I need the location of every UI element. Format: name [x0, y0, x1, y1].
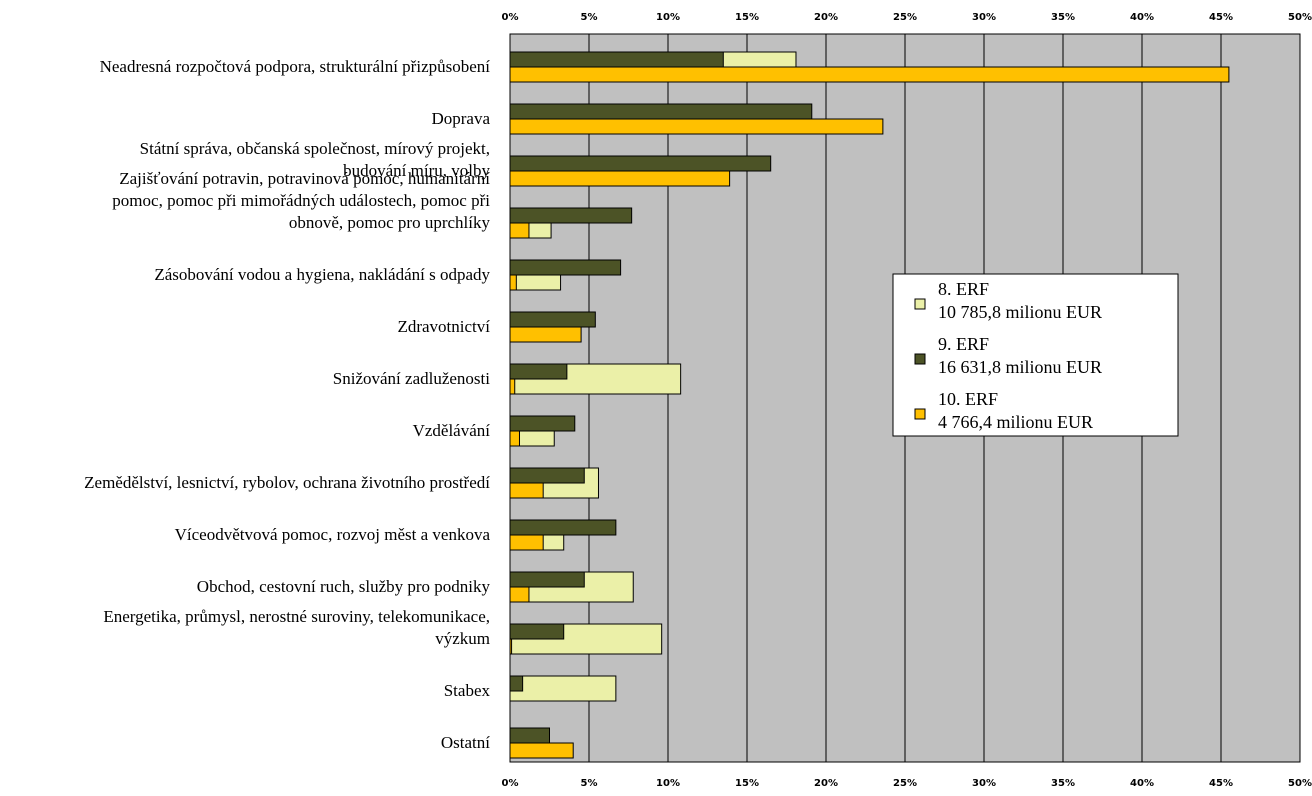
legend-swatch — [914, 408, 926, 420]
bar-9-erf — [509, 519, 617, 536]
bar-10-erf — [509, 66, 1230, 83]
tick-label-bottom: 20% — [814, 778, 838, 789]
category-label: obnově, pomoc pro uprchlíky — [289, 213, 491, 232]
legend-box — [892, 273, 1179, 437]
bar-10-erf — [509, 430, 520, 447]
legend-swatch — [914, 298, 926, 310]
tick-label-top: 50% — [1288, 12, 1312, 23]
category-label: Doprava — [431, 109, 490, 128]
bar-10-erf — [509, 378, 516, 395]
bar-9-erf — [509, 311, 596, 328]
category-label: výzkum — [435, 629, 490, 648]
category-label: Energetika, průmysl, nerostné suroviny, … — [103, 607, 490, 626]
tick-label-top: 35% — [1051, 12, 1075, 23]
tick-label-top: 10% — [656, 12, 680, 23]
legend-series-detail: 16 631,8 milionu EUR — [938, 357, 1102, 377]
tick-label-top: 40% — [1130, 12, 1154, 23]
tick-label-bottom: 25% — [893, 778, 917, 789]
category-label: Zemědělství, lesnictví, rybolov, ochrana… — [84, 473, 490, 492]
bar-10-erf — [509, 274, 517, 291]
tick-label-bottom: 30% — [972, 778, 996, 789]
bar-10-erf — [509, 586, 530, 603]
tick-label-bottom: 10% — [656, 778, 680, 789]
category-label: Stabex — [444, 681, 491, 700]
bar-10-erf — [509, 534, 544, 551]
legend-series-detail: 4 766,4 milionu EUR — [938, 412, 1093, 432]
legend-series-name: 10. ERF — [938, 389, 998, 409]
bar-10-erf — [509, 222, 530, 239]
tick-label-top: 0% — [502, 12, 519, 23]
legend-series-detail: 10 785,8 milionu EUR — [938, 302, 1102, 322]
tick-label-bottom: 15% — [735, 778, 759, 789]
tick-label-bottom: 0% — [502, 778, 519, 789]
bar-8-erf — [509, 675, 617, 702]
bar-9-erf — [509, 259, 622, 276]
bar-9-erf — [509, 675, 524, 692]
bar-10-erf — [509, 742, 574, 759]
bar-9-erf — [509, 467, 585, 484]
bar-9-erf — [509, 623, 565, 640]
tick-label-bottom: 5% — [581, 778, 598, 789]
bar-9-erf — [509, 207, 633, 224]
bar-10-erf — [509, 118, 884, 135]
category-label: budování míru, volby — [343, 161, 490, 180]
category-label: Zdravotnictví — [397, 317, 490, 336]
tick-label-top: 25% — [893, 12, 917, 23]
category-label: Obchod, cestovní ruch, služby pro podnik… — [197, 577, 491, 596]
bars — [509, 51, 1230, 759]
bar-9-erf — [509, 571, 585, 588]
legend-series-name: 8. ERF — [938, 279, 989, 299]
tick-label-top: 5% — [581, 12, 598, 23]
tick-label-top: 15% — [735, 12, 759, 23]
legend-swatch — [914, 353, 926, 365]
legend: 8. ERF 10 785,8 milionu EUR 9. ERF 16 631,8… — [892, 273, 1179, 437]
category-label: Snižování zadluženosti — [333, 369, 490, 388]
tick-label-bottom: 40% — [1130, 778, 1154, 789]
tick-label-bottom: 45% — [1209, 778, 1233, 789]
category-label: Ostatní — [441, 733, 490, 752]
bar-9-erf — [509, 727, 550, 744]
bar-10-erf — [509, 326, 582, 343]
category-labels: Neadresná rozpočtová podpora, strukturál… — [84, 57, 490, 752]
bar-9-erf — [509, 51, 724, 68]
bar-9-erf — [509, 363, 568, 380]
bar-10-erf — [509, 638, 513, 655]
bar-9-erf — [509, 155, 772, 172]
tick-label-top: 20% — [814, 12, 838, 23]
category-label: Neadresná rozpočtová podpora, strukturál… — [100, 57, 491, 76]
bar-10-erf — [509, 170, 731, 187]
category-label: Vzdělávání — [413, 421, 491, 440]
legend-series-name: 9. ERF — [938, 334, 989, 354]
bar-9-erf — [509, 103, 813, 120]
tick-labels: 0% 0% 5% 5% 10% 10% 15% 15% 20% 20% 25% 25% 30% 30% 35… — [502, 12, 1312, 789]
category-label: Víceodvětvová pomoc, rozvoj měst a venko… — [175, 525, 491, 544]
bar-9-erf — [509, 415, 576, 432]
category-label: pomoc, pomoc při mimořádných událostech,… — [112, 191, 490, 210]
tick-label-top: 45% — [1209, 12, 1233, 23]
category-label: Státní správa, občanská společnost, míro… — [140, 139, 490, 158]
tick-label-bottom: 50% — [1288, 778, 1312, 789]
bar-10-erf — [509, 482, 544, 499]
tick-label-bottom: 35% — [1051, 778, 1075, 789]
tick-label-top: 30% — [972, 12, 996, 23]
category-label: Zásobování vodou a hygiena, nakládání s … — [154, 265, 490, 284]
category-label: Zajišťování potravin, potravinová pomoc,… — [119, 169, 490, 188]
